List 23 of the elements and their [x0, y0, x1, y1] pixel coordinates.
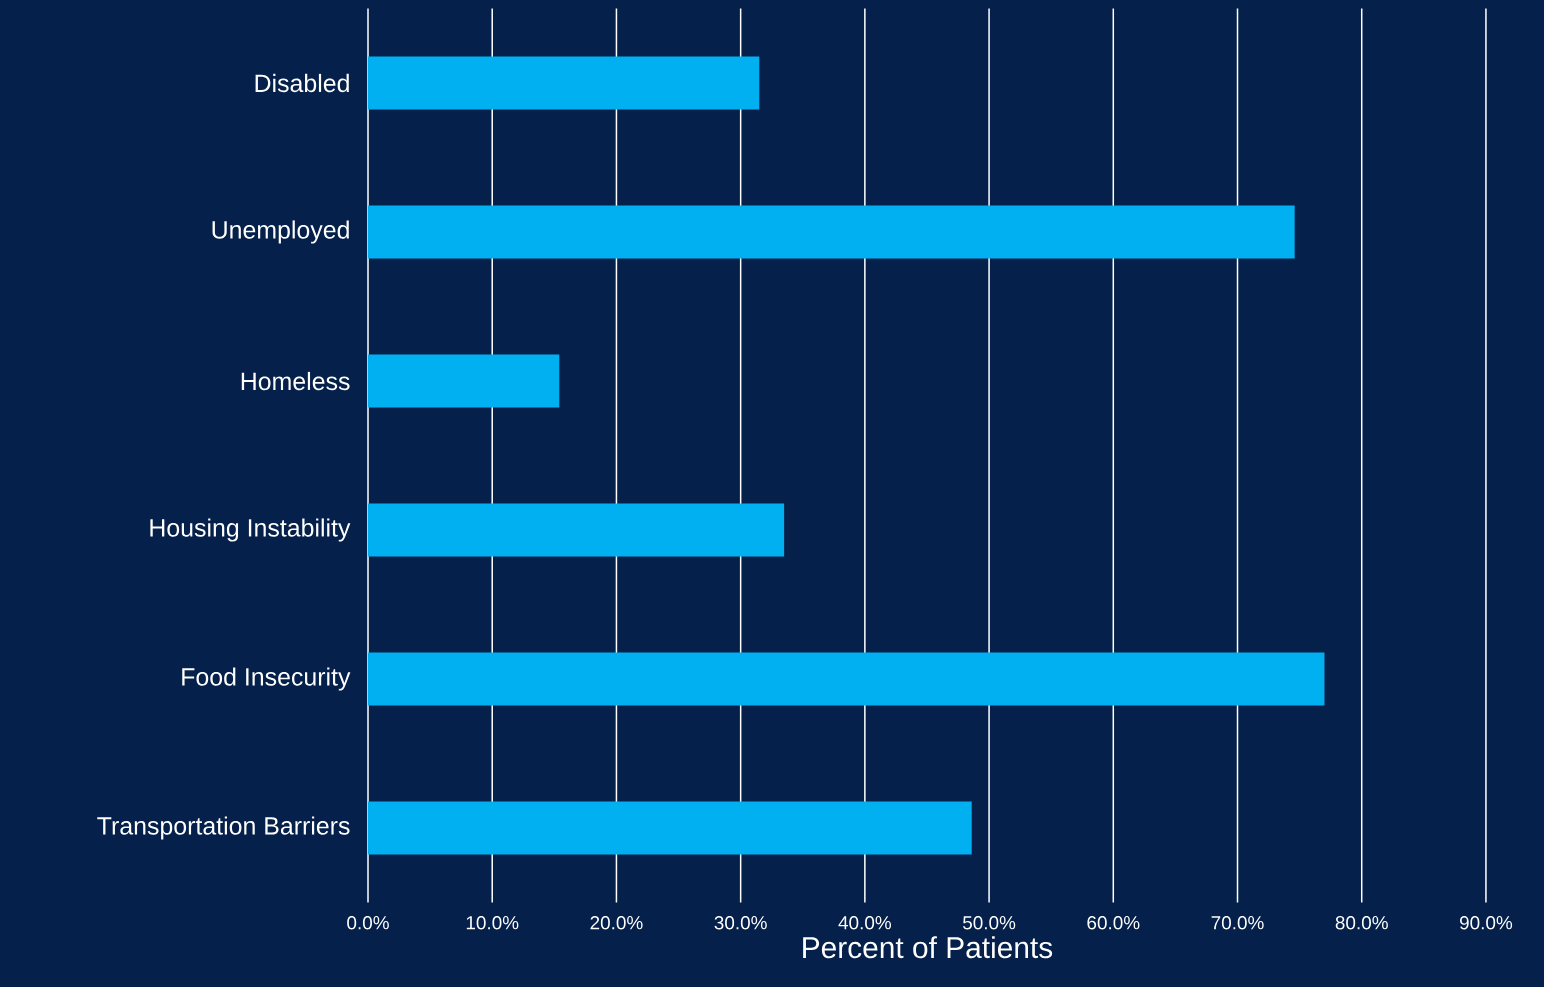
bar — [368, 56, 760, 110]
y-tick-label: Unemployed — [212, 220, 349, 244]
y-tick-label: Homeless — [241, 371, 350, 391]
x-tick-label: 0.0% — [347, 916, 389, 930]
bar — [368, 354, 560, 408]
x-tick-label: 20.0% — [590, 916, 643, 930]
x-tick-label: 70.0% — [1211, 916, 1264, 930]
y-tick-label: Food Insecurity — [182, 667, 351, 691]
y-tick-label: Housing Instability — [150, 518, 351, 542]
x-tick-label: 60.0% — [1087, 916, 1140, 930]
x-tick-label: 30.0% — [714, 916, 767, 930]
y-tick-label: Disabled — [255, 73, 349, 93]
x-tick-label: 40.0% — [838, 916, 892, 930]
x-tick-label: 80.0% — [1335, 916, 1388, 930]
x-tick-label: 90.0% — [1459, 916, 1513, 930]
bar — [368, 503, 785, 557]
x-axis-title: Percent of Patients — [803, 936, 1053, 959]
x-tick-label: 50.0% — [962, 916, 1016, 930]
x-tick-label: 10.0% — [466, 916, 519, 930]
bar — [368, 801, 972, 855]
y-tick-label: Transportation Barriers — [97, 816, 350, 840]
bar — [368, 652, 1325, 706]
bar — [368, 205, 1295, 259]
